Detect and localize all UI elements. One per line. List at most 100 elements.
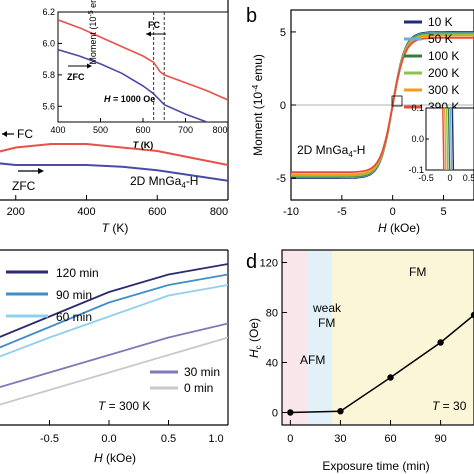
panel-b-legend-label: 10 K bbox=[428, 15, 453, 29]
panel-b-x-tick-label: -5 bbox=[337, 206, 347, 218]
panel-b-sample-label: 2D MnGa4-H bbox=[297, 143, 365, 159]
panel-b-inset-y-tick-label: -0.1 bbox=[408, 165, 424, 175]
panel-a-zfc-arrowhead-icon bbox=[38, 168, 44, 174]
panel-a-x-label: T (K) bbox=[102, 221, 129, 235]
panel-b-inset-series bbox=[444, 107, 447, 171]
panel-b-legend-label: 50 K bbox=[428, 32, 453, 46]
panel-c-legend-label: 30 min bbox=[184, 365, 220, 379]
panel-a-inset-y-tick-label: 5.6 bbox=[42, 101, 55, 111]
panel-a-fc-arrowhead-icon bbox=[2, 131, 7, 137]
panel-b-inset-series bbox=[445, 107, 449, 171]
panel-a-x-tick-label: 800 bbox=[210, 206, 228, 218]
panel-c-temperature: T = 300 K bbox=[98, 399, 150, 413]
panel-d-y-tick-label: 80 bbox=[266, 308, 278, 320]
panel-b-x-label: H (kOe) bbox=[378, 221, 420, 235]
panel-d-region-afm: AFM bbox=[300, 353, 325, 367]
panel-d-y-label: Hc (Oe) bbox=[247, 318, 263, 358]
panel-b: b -10 -5 0 550-5 Moment (10-4 emu) H (kOe) … bbox=[246, 5, 474, 235]
panel-b-inset-series bbox=[442, 107, 445, 171]
panel-d-letter: d bbox=[246, 251, 257, 273]
panel-a-inset-x-tick-label: 700 bbox=[178, 125, 193, 135]
panel-a-inset-x-label: T (K) bbox=[133, 140, 154, 150]
panel-b-legend-label: 300 K bbox=[428, 83, 459, 97]
panel-d-x-tick-label: 90 bbox=[434, 433, 446, 445]
panel-b-inset-y-tick-label: 0.1 bbox=[411, 103, 424, 113]
panel-d-data-point bbox=[387, 374, 394, 381]
panel-d-region bbox=[282, 250, 308, 425]
panel-b-inset-x-tick-label: 0.5 bbox=[463, 173, 474, 183]
panel-b-zoom-box bbox=[391, 95, 403, 107]
panel-d-x-label: Exposure time (min) bbox=[322, 459, 429, 473]
panel-d-x-tick-label: 0 bbox=[287, 433, 293, 445]
panel-c-x-tick-label: 0.0 bbox=[101, 433, 116, 445]
panel-a-inset-fc-arrowhead-icon bbox=[146, 31, 151, 37]
panel-c-x-tick-label: 0.5 bbox=[161, 433, 176, 445]
panel-a-x-tick-label: 600 bbox=[148, 206, 166, 218]
panel-d-data-point bbox=[470, 311, 474, 319]
panel-a-legend-fc: FC bbox=[17, 127, 33, 141]
panel-a-inset-y-tick-label: 6.0 bbox=[42, 38, 55, 48]
panel-b-inset-y-tick-label: 0.0 bbox=[411, 134, 424, 144]
panel-a-inset-frame bbox=[57, 11, 229, 123]
panel-b-letter: b bbox=[246, 5, 257, 27]
panel-b-inset-series bbox=[449, 107, 453, 171]
panel-c-x-tick-label: 1.0 bbox=[208, 433, 223, 445]
panel-a-inset-y-label: Moment (10-5 emu) bbox=[88, 0, 98, 65]
panel-c-x-tick-label: -0.5 bbox=[40, 433, 59, 445]
panel-a-x-tick-label: 400 bbox=[77, 206, 95, 218]
panel-d-region-weak-fm: FM bbox=[318, 316, 335, 330]
panel-b-legend-label: 200 K bbox=[428, 66, 459, 80]
panel-a-inset-series-fc bbox=[58, 19, 228, 101]
panel-a: 200 400 600 800 T (K) 2D MnGa4-H FC ZFC 400… bbox=[0, 0, 229, 235]
panel-c-series bbox=[0, 336, 228, 406]
panel-c-series bbox=[0, 284, 228, 358]
panel-d-y-tick-label: 40 bbox=[266, 358, 278, 370]
panel-d-frame bbox=[281, 249, 474, 426]
panel-d-region-weak: weak bbox=[312, 301, 342, 315]
panel-a-inset: 400 500 600 700 800 5.6 5.8 6.0 6.2 Moment (10-5… bbox=[42, 0, 229, 150]
panel-b-y-label: Moment (10-4 emu) bbox=[251, 54, 265, 156]
panel-d-data-point bbox=[287, 409, 294, 416]
panel-b-inset: 0.1 0.0 -0.1-0.5 0 0.5 bbox=[408, 103, 474, 183]
panel-a-legend-zfc: ZFC bbox=[12, 179, 36, 193]
panel-b-inset-x-tick-label: 0 bbox=[447, 173, 452, 183]
panel-a-inset-zfc-arrowhead-icon bbox=[87, 63, 92, 69]
panel-b-inset-x-tick-label: -0.5 bbox=[418, 173, 434, 183]
panel-b-series-390k bbox=[291, 36, 474, 174]
panel-b-x-tick-label: -10 bbox=[283, 206, 299, 218]
panel-a-x-tick-label: 200 bbox=[7, 206, 25, 218]
panel-d: d 0 30 60 90 0 40 80 120 Hc (Oe) Exposure time … bbox=[246, 249, 474, 473]
panel-a-sample-label: 2D MnGa4-H bbox=[130, 174, 198, 190]
panel-d-region bbox=[307, 250, 333, 425]
panel-d-region bbox=[332, 250, 474, 425]
panel-a-inset-series-zfc bbox=[58, 48, 210, 122]
panel-d-y-tick-label: 120 bbox=[260, 258, 278, 270]
panel-c-x-label: H (kOe) bbox=[94, 451, 136, 465]
panel-c-legend-label: 60 min bbox=[56, 310, 92, 324]
panel-c-series bbox=[0, 273, 228, 349]
panel-c-legend-label: 0 min bbox=[184, 381, 213, 395]
panel-c-legend-label: 120 min bbox=[56, 266, 99, 280]
panel-a-inset-field: H = 1000 Oe bbox=[104, 94, 155, 104]
panel-a-inset-x-tick-label: 500 bbox=[93, 125, 108, 135]
panel-d-x-tick-label: 60 bbox=[384, 433, 396, 445]
panel-c: -0.5 0.0 0.5 1.0 120 min 90 min 60 min 30 min 0… bbox=[0, 249, 229, 465]
panel-b-legend-label: 100 K bbox=[428, 49, 459, 63]
panel-d-y-tick-label: 0 bbox=[272, 408, 278, 420]
panel-d-data-point bbox=[437, 339, 444, 346]
panel-d-x-tick-label: 30 bbox=[334, 433, 346, 445]
panel-b-y-tick-label: -5 bbox=[276, 173, 286, 185]
panel-d-region-fm: FM bbox=[409, 265, 426, 279]
panel-a-series-zfc bbox=[0, 162, 228, 182]
panel-a-inset-y-tick-label: 5.8 bbox=[42, 70, 55, 80]
panel-b-x-tick-label: 5 bbox=[440, 206, 446, 218]
panel-a-inset-zfc-label: ZFC bbox=[67, 72, 85, 82]
panel-a-series-fc bbox=[0, 143, 228, 166]
panel-c-series bbox=[0, 322, 228, 388]
panel-a-inset-x-tick-label: 800 bbox=[212, 125, 227, 135]
panel-b-y-tick-label: 5 bbox=[280, 27, 286, 39]
panel-d-data-point bbox=[337, 408, 344, 415]
panel-b-y-tick-label: 0 bbox=[280, 100, 286, 112]
panel-c-series bbox=[0, 263, 228, 338]
panel-a-inset-x-tick-label: 400 bbox=[50, 125, 65, 135]
